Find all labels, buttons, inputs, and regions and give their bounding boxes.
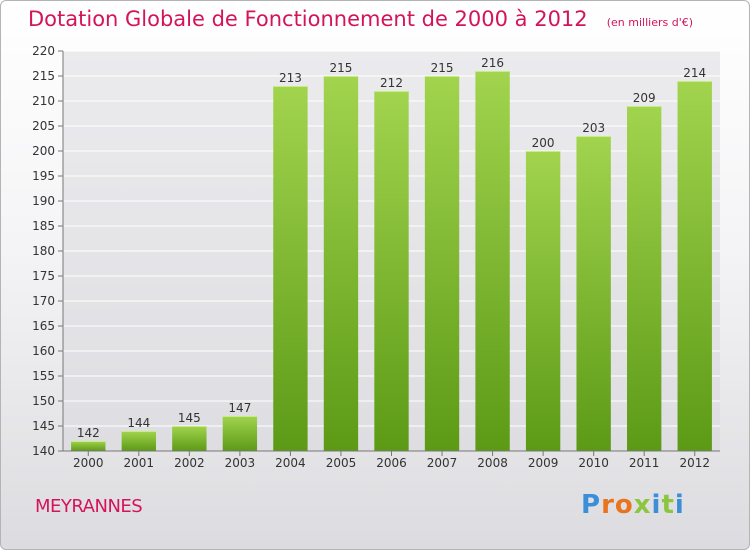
title-row: Dotation Globale de Fonctionnement de 20… — [28, 7, 693, 31]
y-tick-label: 150 — [32, 394, 55, 408]
y-tick-label: 165 — [32, 319, 55, 333]
y-tick-label: 215 — [32, 69, 55, 83]
value-label: 213 — [279, 71, 302, 85]
bars: 142 144 145 147 213 215 212 215 216 200 203 209 214 — [71, 56, 712, 451]
x-tick-label: 2009 — [528, 456, 559, 470]
proxiti-logo: Proxiti — [581, 490, 685, 520]
y-tick-label: 190 — [32, 194, 55, 208]
value-label: 145 — [178, 411, 201, 425]
city-name: MEYRANNES — [35, 496, 143, 517]
y-tick-label: 210 — [32, 94, 55, 108]
y-tick-label: 175 — [32, 269, 55, 283]
value-label: 215 — [431, 61, 454, 75]
x-tick-label: 2010 — [578, 456, 609, 470]
bar-2002 — [172, 426, 207, 451]
bar-2007 — [424, 76, 460, 451]
logo-letter: i — [651, 490, 662, 520]
bar-2004 — [273, 86, 308, 451]
x-tick-label: 2000 — [73, 456, 104, 470]
value-label: 142 — [77, 426, 100, 440]
chart-subtitle: (en milliers d'€) — [606, 16, 694, 29]
x-tick-label: 2004 — [275, 456, 306, 470]
y-tick-label: 155 — [32, 369, 55, 383]
logo-letter: t — [661, 490, 675, 520]
bar-2005 — [323, 76, 359, 451]
logo-letter: o — [614, 490, 634, 520]
y-tick-label: 220 — [32, 44, 55, 58]
x-tick-label: 2011 — [629, 456, 660, 470]
y-tick-label: 170 — [32, 294, 55, 308]
value-label: 214 — [683, 66, 706, 80]
y-tick-label: 160 — [32, 344, 55, 358]
logo-letter: i — [674, 490, 685, 520]
y-tick-label: 195 — [32, 169, 55, 183]
y-tick-label: 140 — [32, 444, 55, 458]
value-label: 203 — [582, 121, 605, 135]
x-tick-label: 2012 — [679, 456, 710, 470]
bar-2000 — [71, 441, 106, 451]
x-tick-label: 2002 — [174, 456, 205, 470]
bar-2011 — [627, 106, 662, 451]
x-tick-label: 2008 — [477, 456, 508, 470]
y-tick-label: 200 — [32, 144, 55, 158]
bar-2010 — [576, 136, 611, 451]
x-tick-label: 2005 — [326, 456, 357, 470]
bar-2003 — [222, 416, 258, 451]
value-label: 216 — [481, 56, 504, 70]
bar-2001 — [121, 431, 156, 451]
x-tick-label: 2001 — [124, 456, 155, 470]
value-label: 200 — [532, 136, 555, 150]
x-tick-label: 2006 — [376, 456, 407, 470]
y-tick-label: 145 — [32, 419, 55, 433]
value-label: 147 — [228, 401, 251, 415]
bar-2006 — [374, 91, 409, 451]
bar-2008 — [475, 71, 510, 451]
logo-letter: P — [581, 490, 602, 520]
y-tick-label: 185 — [32, 219, 55, 233]
value-label: 212 — [380, 76, 403, 90]
value-label: 209 — [633, 91, 656, 105]
y-tick-label: 180 — [32, 244, 55, 258]
x-tick-label: 2007 — [427, 456, 458, 470]
logo-letter: x — [633, 490, 652, 520]
value-label: 215 — [330, 61, 353, 75]
axes: 1401451501551601651701751801851901952002… — [32, 44, 720, 470]
bar-2009 — [525, 151, 561, 451]
chart-title: Dotation Globale de Fonctionnement de 20… — [28, 7, 588, 31]
bar-2012 — [677, 81, 712, 451]
x-tick-label: 2003 — [225, 456, 256, 470]
value-label: 144 — [127, 416, 150, 430]
logo-letter: r — [601, 490, 615, 520]
y-tick-label: 205 — [32, 119, 55, 133]
